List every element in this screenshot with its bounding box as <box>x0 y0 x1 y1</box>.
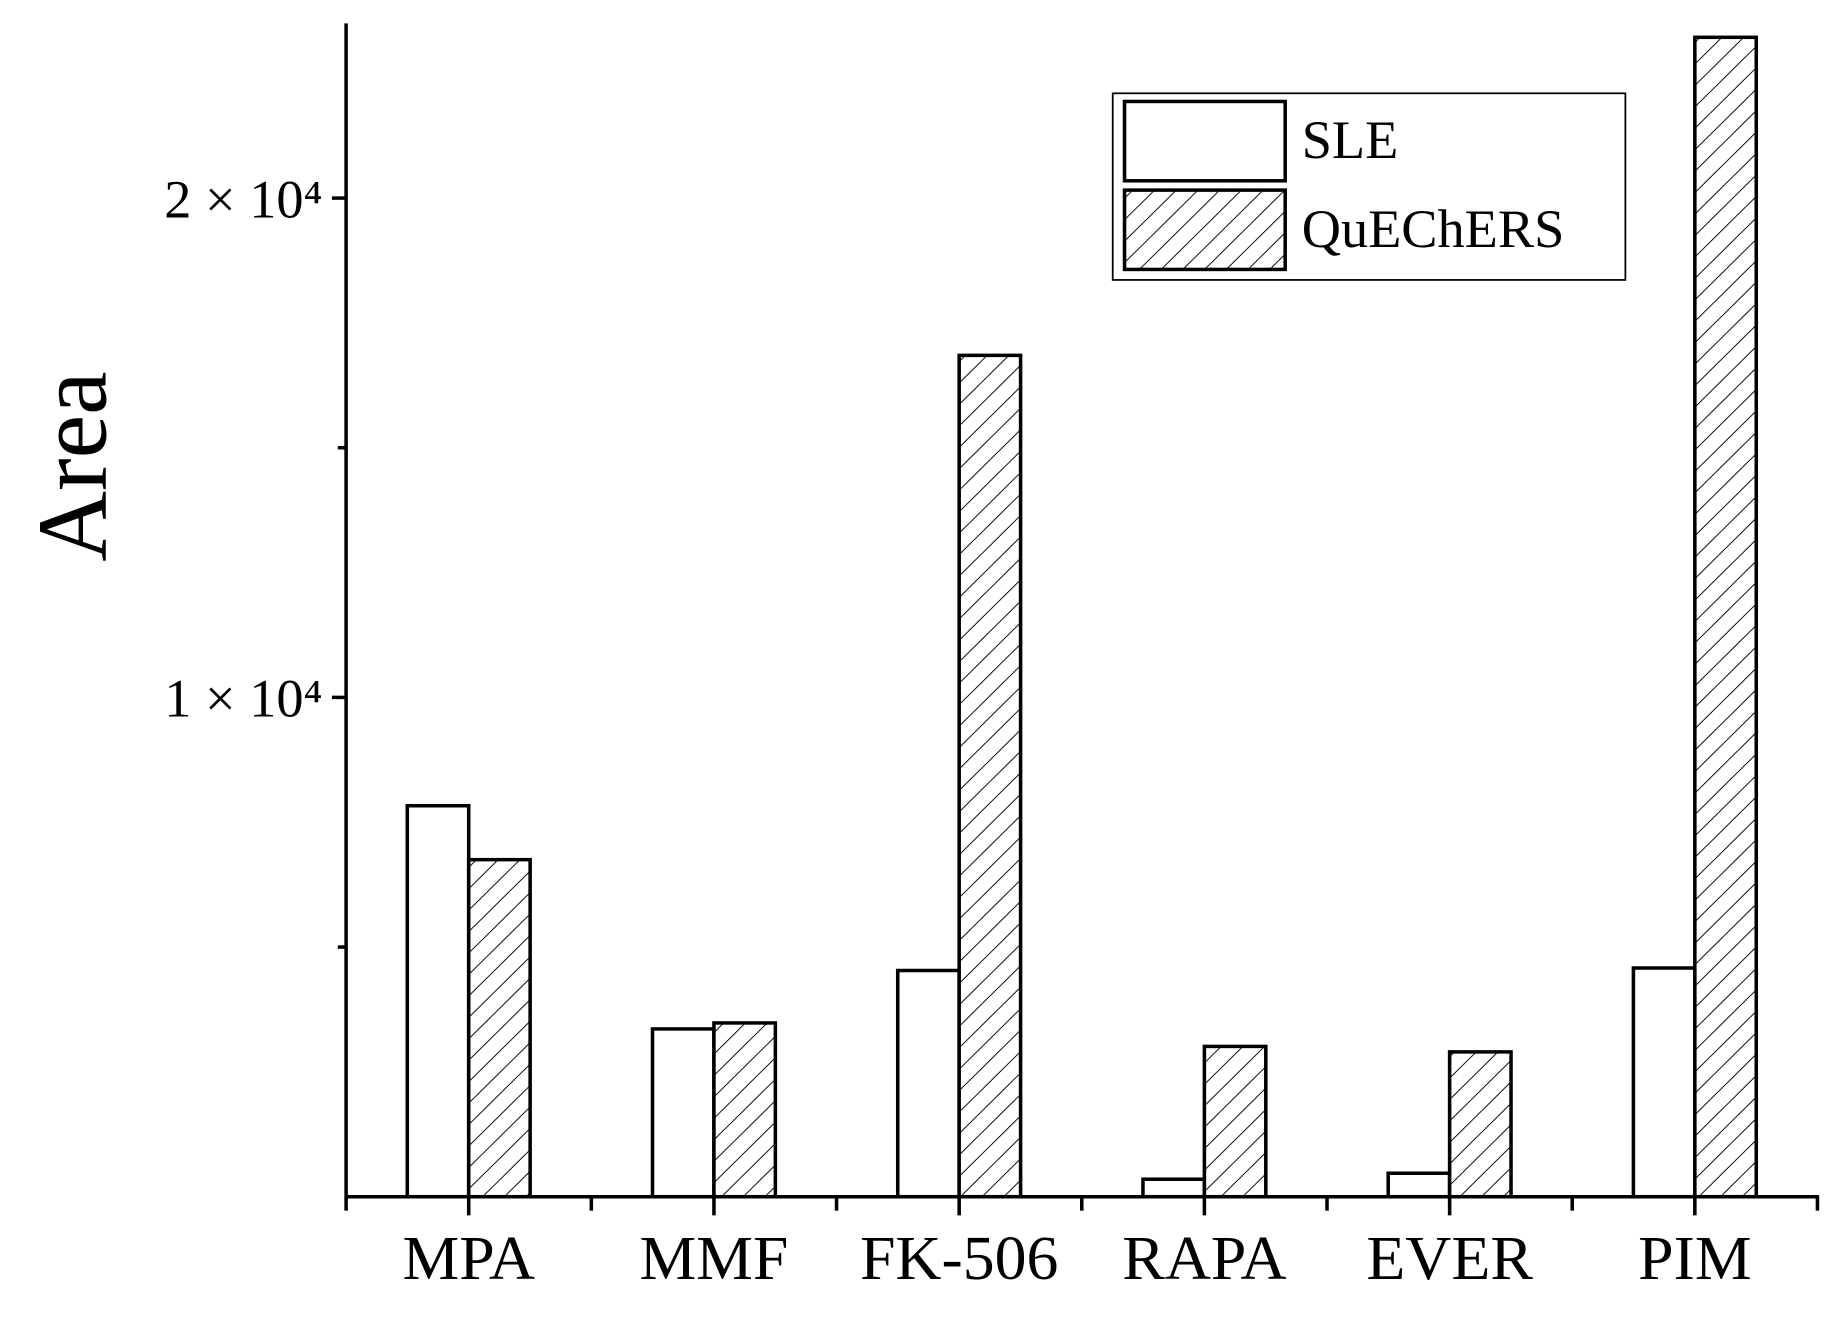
bar <box>1202 1044 1268 1199</box>
x-tick-label: FK-506 <box>860 1223 1058 1293</box>
legend-label: SLE <box>1302 110 1399 170</box>
x-tick-label: PIM <box>1638 1223 1751 1293</box>
bar <box>1141 1177 1207 1199</box>
legend-label: QuEChERS <box>1302 199 1565 259</box>
x-tick-label: MPA <box>403 1223 536 1293</box>
legend-swatch <box>1122 99 1287 183</box>
bar <box>405 803 471 1199</box>
bar <box>1386 1171 1452 1199</box>
x-tick-label: EVER <box>1366 1223 1533 1293</box>
bar <box>650 1027 716 1199</box>
bar <box>957 353 1023 1199</box>
bar <box>466 857 532 1199</box>
x-tick-label: MMF <box>639 1223 788 1293</box>
bar <box>712 1021 778 1199</box>
bar <box>1447 1050 1513 1199</box>
bar <box>895 968 961 1199</box>
y-tick-label: 1 × 10⁴ <box>164 669 322 729</box>
legend-swatch <box>1122 188 1287 272</box>
bar <box>1631 966 1697 1199</box>
x-tick-label: RAPA <box>1122 1223 1286 1293</box>
bar <box>1693 35 1759 1199</box>
y-axis-title: Area <box>18 371 128 561</box>
y-tick-label: 2 × 10⁴ <box>164 170 322 230</box>
